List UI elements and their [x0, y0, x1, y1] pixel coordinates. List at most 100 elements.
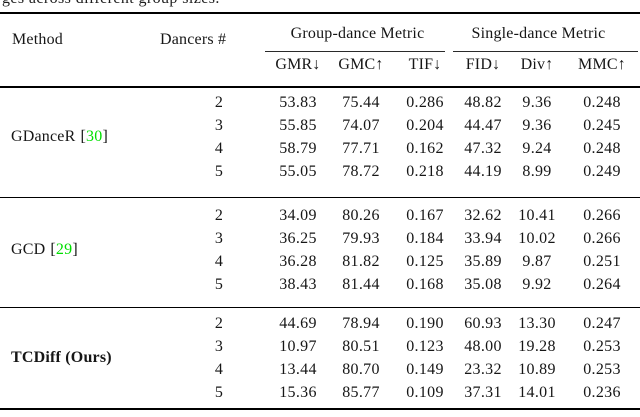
gmr-value: 55.85: [279, 117, 317, 134]
header-single-dance-metric: Single-dance Metric: [471, 25, 606, 42]
table-row: 2 53.83 75.44 0.286 48.82 9.36 0.248: [0, 91, 640, 114]
div-value: 10.89: [518, 361, 556, 378]
tif-value: 0.204: [406, 117, 444, 134]
fid-value: 60.93: [464, 315, 502, 332]
table-row: 5 55.05 78.72 0.218 44.19 8.99 0.249: [0, 160, 640, 183]
gmr-value: 44.69: [279, 315, 317, 332]
div-value: 19.28: [518, 338, 556, 355]
gmc-value: 77.71: [342, 140, 380, 157]
header-tif: TIF↓: [408, 56, 442, 73]
mmc-value: 0.245: [583, 117, 621, 134]
method-name: GDanceR: [11, 128, 76, 145]
header-dancers: Dancers #: [160, 31, 227, 48]
tif-value: 0.167: [406, 207, 444, 224]
table-row: 3 10.97 80.51 0.123 48.00 19.28 0.253: [0, 335, 640, 358]
mmc-value: 0.266: [583, 230, 621, 247]
gmr-value: 36.28: [279, 253, 317, 270]
header-fid: FID↓: [465, 56, 501, 73]
header-mmc: MMC↑: [578, 56, 626, 73]
header-group-dance-metric: Group-dance Metric: [290, 25, 425, 42]
citation-number: 29: [55, 241, 73, 258]
gmr-value: 53.83: [279, 94, 317, 111]
gmc-value: 85.77: [342, 384, 380, 401]
caption-fragment: ges across different group sizes.: [2, 0, 220, 8]
bottom-rule: [0, 408, 640, 411]
gmr-value: 38.43: [279, 276, 317, 293]
header-div: Div↑: [520, 56, 554, 73]
table-row: 3 36.25 79.93 0.184 33.94 10.02 0.266: [0, 227, 640, 250]
table-row: 2 44.69 78.94 0.190 60.93 13.30 0.247: [0, 312, 640, 335]
mmc-value: 0.247: [583, 315, 621, 332]
dancers-count: 4: [214, 361, 224, 378]
gmc-value: 81.82: [342, 253, 380, 270]
method-label: GCD [29]: [11, 204, 78, 296]
tif-value: 0.123: [406, 338, 444, 355]
div-value: 9.92: [522, 276, 552, 293]
gmc-value: 80.26: [342, 207, 380, 224]
tif-value: 0.162: [406, 140, 444, 157]
table-row: 4 13.44 80.70 0.149 23.32 10.89 0.253: [0, 358, 640, 381]
bracket-open: [: [50, 241, 56, 258]
gmc-value: 74.07: [342, 117, 380, 134]
gmc-value: 78.94: [342, 315, 380, 332]
fid-value: 32.62: [464, 207, 502, 224]
tif-value: 0.149: [406, 361, 444, 378]
gmr-value: 55.05: [279, 163, 317, 180]
section-divider-rule: [0, 306, 640, 308]
tif-value: 0.184: [406, 230, 444, 247]
group-metric-underline: [265, 50, 445, 52]
fid-value: 37.31: [464, 384, 502, 401]
table-row: 2 34.09 80.26 0.167 32.62 10.41 0.266: [0, 204, 640, 227]
dancers-count: 5: [214, 163, 224, 180]
tif-value: 0.109: [406, 384, 444, 401]
gmr-value: 58.79: [279, 140, 317, 157]
bracket-open: [: [80, 128, 87, 145]
div-value: 10.41: [518, 207, 556, 224]
div-value: 13.30: [518, 315, 556, 332]
mmc-value: 0.253: [583, 338, 621, 355]
mmc-value: 0.264: [583, 276, 621, 293]
gmr-value: 15.36: [279, 384, 317, 401]
tif-value: 0.190: [406, 315, 444, 332]
dancers-count: 4: [214, 140, 224, 157]
header-rule: [0, 86, 640, 88]
tif-value: 0.286: [406, 94, 444, 111]
top-rule: [0, 11, 640, 14]
fid-value: 44.47: [464, 117, 502, 134]
citation: [30]: [81, 128, 108, 146]
table-row: 5 38.43 81.44 0.168 35.08 9.92 0.264: [0, 273, 640, 296]
dancers-count: 2: [214, 207, 224, 224]
table-row: 3 55.85 74.07 0.204 44.47 9.36 0.245: [0, 114, 640, 137]
fid-value: 48.00: [464, 338, 502, 355]
single-metric-underline: [453, 50, 638, 52]
div-value: 9.24: [522, 140, 552, 157]
mmc-value: 0.248: [583, 94, 621, 111]
tif-value: 0.218: [406, 163, 444, 180]
fid-value: 35.89: [464, 253, 502, 270]
fid-value: 35.08: [464, 276, 502, 293]
gmc-value: 75.44: [342, 94, 380, 111]
div-value: 9.36: [522, 94, 552, 111]
method-name: TCDiff (Ours): [11, 349, 112, 366]
div-value: 9.87: [522, 253, 552, 270]
dancers-count: 2: [214, 94, 224, 111]
gmc-value: 80.70: [342, 361, 380, 378]
method-label: GDanceR [30]: [11, 91, 108, 183]
div-value: 8.99: [522, 163, 552, 180]
section-divider-rule: [0, 196, 640, 198]
dancers-count: 3: [214, 230, 224, 247]
method-name: GCD: [11, 241, 46, 258]
fid-value: 44.19: [464, 163, 502, 180]
dancers-count: 4: [214, 253, 224, 270]
header-gmr: GMR↓: [275, 56, 321, 73]
tif-value: 0.125: [406, 253, 444, 270]
header-gmc: GMC↑: [338, 56, 384, 73]
gmr-value: 13.44: [279, 361, 317, 378]
dancers-count: 5: [214, 384, 224, 401]
dancers-count: 2: [214, 315, 224, 332]
mmc-value: 0.253: [583, 361, 621, 378]
fid-value: 47.32: [464, 140, 502, 157]
section-tcdiff: TCDiff (Ours) 2 44.69 78.94 0.190 60.93 …: [0, 312, 640, 404]
mmc-value: 0.266: [583, 207, 621, 224]
bracket-close: ]: [102, 128, 108, 145]
